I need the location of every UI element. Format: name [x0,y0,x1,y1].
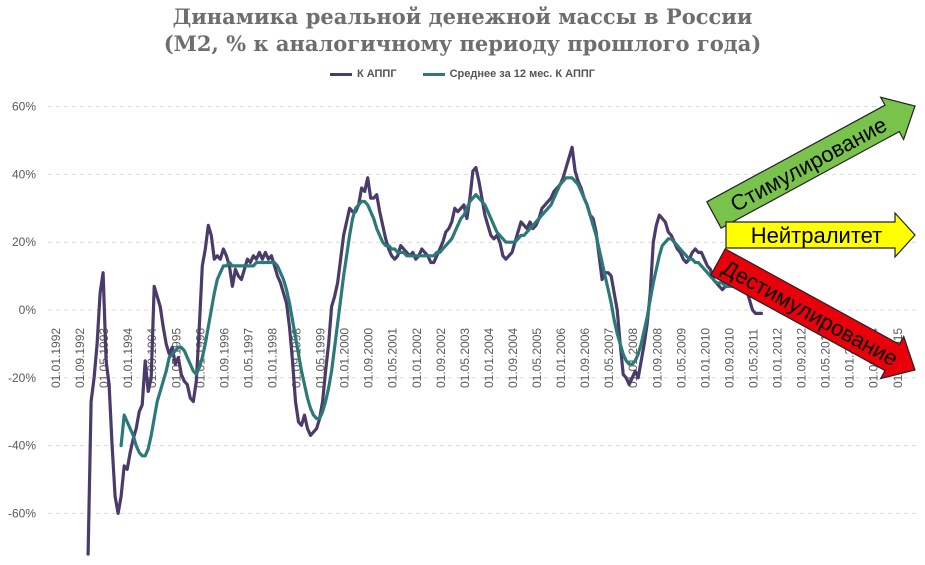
x-tick-label: 01.09.2002 [434,328,448,388]
series-lines [86,145,764,556]
x-tick-label: 01.05.2009 [674,328,688,388]
x-tick-label: 01.01.2010 [698,328,712,388]
y-tick-label: -20% [8,371,36,385]
x-tick-label: 01.05.2011 [746,329,760,388]
chart-legend: К АППГ Среднее за 12 мес. К АППГ [0,68,925,80]
x-tick-label: 01.09.2012 [795,328,809,388]
x-tick-label: 01.05.2001 [386,328,400,388]
chart-subtitle: (М2, % к аналогичному периоду прошлого г… [163,31,762,56]
arrow-destimulation-shape [709,248,916,380]
legend-label-average: Среднее за 12 мес. К АППГ [449,68,596,80]
x-tick-label: 01.09.1996 [217,328,231,388]
arrow-stimulation-label: Стимулирование [726,112,891,217]
x-tick-label: 01.05.2005 [530,328,544,388]
x-tick-label: 01.09.2010 [722,328,736,388]
gridlines [48,106,918,514]
legend-swatch-average [422,72,445,76]
x-tick-label: 01.01.2004 [482,328,496,388]
y-axis-ticks: 60% 40% 20% 0% -20% -40% -60% [8,100,36,521]
x-tick-label: 01.05.2013 [819,328,833,388]
arrow-stimulation-shape [706,96,916,229]
chart-title: Динамика реальной денежной массы в Росси… [172,4,753,29]
x-tick-label: 01.05.1997 [241,328,255,388]
y-tick-label: -40% [8,439,36,453]
legend-label-k-appg: К АППГ [356,68,397,80]
x-tick-label: 01.09.2004 [506,328,520,388]
x-tick-label: 01.05.2007 [602,328,616,388]
series-line-average [119,176,764,458]
y-tick-label: 20% [12,235,36,249]
arrow-destimulation: Дестимулирование [709,248,916,380]
arrow-neutral-shape [725,211,916,259]
x-tick-label: 01.09.2006 [578,328,592,388]
x-tick-label: 01.01.2006 [554,328,568,388]
y-tick-label: -60% [8,506,36,520]
x-tick-label: 01.01.2002 [410,328,424,388]
x-tick-label: 01.01.1994 [121,328,135,388]
x-tick-label: 01.05.2003 [458,328,472,388]
legend-item-k-appg: К АППГ [329,68,397,80]
x-tick-label: 01.09.2008 [650,328,664,388]
x-tick-label: 01.01.1998 [265,328,279,388]
x-tick-label: 01.01.1992 [49,328,63,388]
y-tick-label: 40% [12,167,36,181]
arrow-neutral-label: Нейтралитет [751,223,883,248]
x-tick-label: 01.09.1992 [73,328,87,388]
y-tick-label: 0% [19,303,37,317]
legend-item-average: Среднее за 12 мес. К АППГ [422,68,596,80]
x-tick-label: 01.01.2012 [771,328,785,388]
x-tick-label: 01.01.2000 [338,328,352,388]
arrow-stimulation: Стимулирование [706,96,916,229]
y-tick-label: 60% [12,100,36,114]
arrow-neutral: Нейтралитет [725,211,916,259]
x-tick-label: 01.05.1995 [169,328,183,388]
legend-swatch-k-appg [329,72,352,76]
x-tick-label: 01.09.2000 [362,328,376,388]
